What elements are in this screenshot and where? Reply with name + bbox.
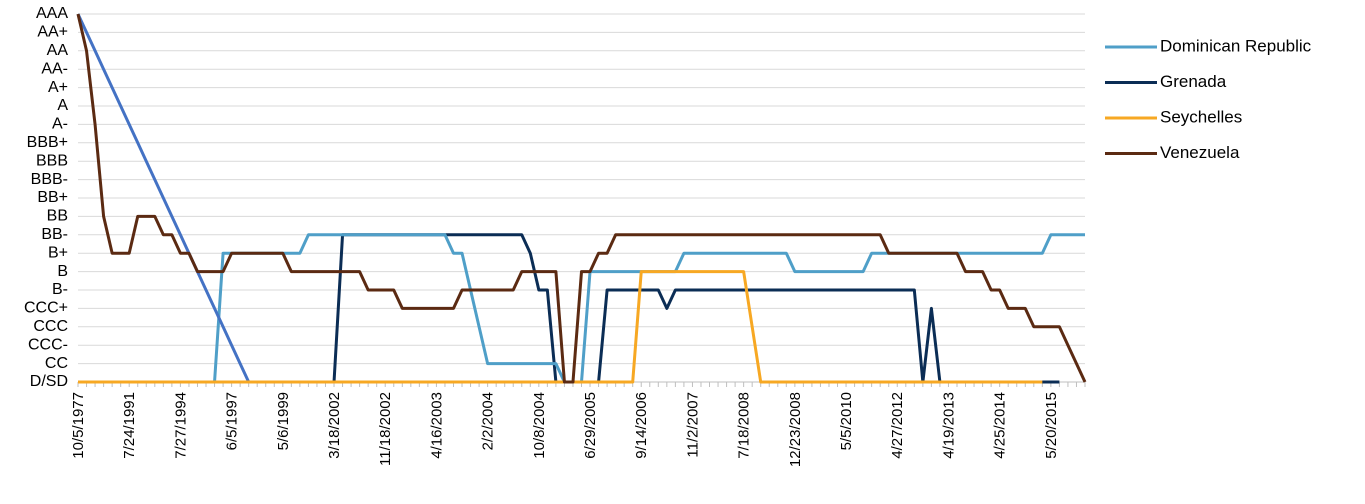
y-tick-label: A — [57, 97, 68, 114]
y-tick-label: AAA — [36, 5, 68, 22]
series-line — [78, 270, 1043, 384]
legend-label: Venezuela — [1160, 143, 1240, 162]
x-tick-label: 11/2/2007 — [684, 392, 701, 458]
y-tick-label: BB — [47, 208, 68, 225]
series-line — [76, 13, 1087, 384]
y-tick-label: BBB+ — [27, 134, 68, 151]
x-tick-label: 12/23/2008 — [787, 392, 804, 467]
x-tick-label: 7/27/1994 — [172, 392, 189, 459]
y-tick-label: BB+ — [37, 189, 68, 206]
legend-label: Seychelles — [1160, 107, 1242, 126]
x-tick-label: 10/8/2004 — [531, 392, 548, 459]
y-tick-label: A- — [52, 116, 68, 133]
legend-label: Grenada — [1160, 72, 1227, 91]
y-tick-label: CCC — [33, 318, 68, 335]
y-tick-label: B- — [52, 281, 68, 298]
y-tick-label: D/SD — [30, 373, 68, 390]
x-tick-label: 9/14/2006 — [633, 392, 650, 459]
x-tick-label: 7/24/1991 — [121, 392, 138, 459]
y-tick-label: BBB- — [31, 171, 68, 188]
y-tick-label: BB- — [41, 226, 68, 243]
y-tick-label: B+ — [48, 244, 68, 261]
y-tick-label: CCC- — [28, 336, 68, 353]
y-tick-label: BBB — [36, 152, 68, 169]
x-tick-label: 5/20/2015 — [1043, 392, 1060, 459]
x-tick-label: 2/2/2004 — [480, 392, 497, 450]
y-tick-label: CC — [45, 355, 68, 372]
x-tick-label: 10/5/1977 — [70, 392, 87, 459]
x-tick-label: 5/6/1999 — [275, 392, 292, 450]
x-tick-label: 7/18/2008 — [736, 392, 753, 459]
x-tick-label: 6/29/2005 — [582, 392, 599, 459]
y-tick-label: CCC+ — [24, 300, 68, 317]
y-tick-label: AA+ — [37, 24, 68, 41]
x-tick-label: 3/18/2002 — [326, 392, 343, 459]
legend-label: Dominican Republic — [1160, 36, 1312, 55]
x-tick-label: 4/25/2014 — [992, 392, 1009, 459]
y-tick-label: A+ — [48, 79, 68, 96]
x-tick-label: 4/19/2013 — [940, 392, 957, 459]
x-tick-label: 6/5/1997 — [224, 392, 241, 450]
x-tick-label: 4/27/2012 — [889, 392, 906, 459]
x-tick-label: 5/5/2010 — [838, 392, 855, 450]
y-tick-label: B — [57, 263, 68, 280]
x-tick-label: 11/18/2002 — [377, 392, 394, 466]
series-line — [76, 13, 251, 383]
y-tick-label: AA — [47, 42, 69, 59]
x-tick-label: 4/16/2003 — [428, 392, 445, 459]
y-tick-label: AA- — [41, 60, 68, 77]
